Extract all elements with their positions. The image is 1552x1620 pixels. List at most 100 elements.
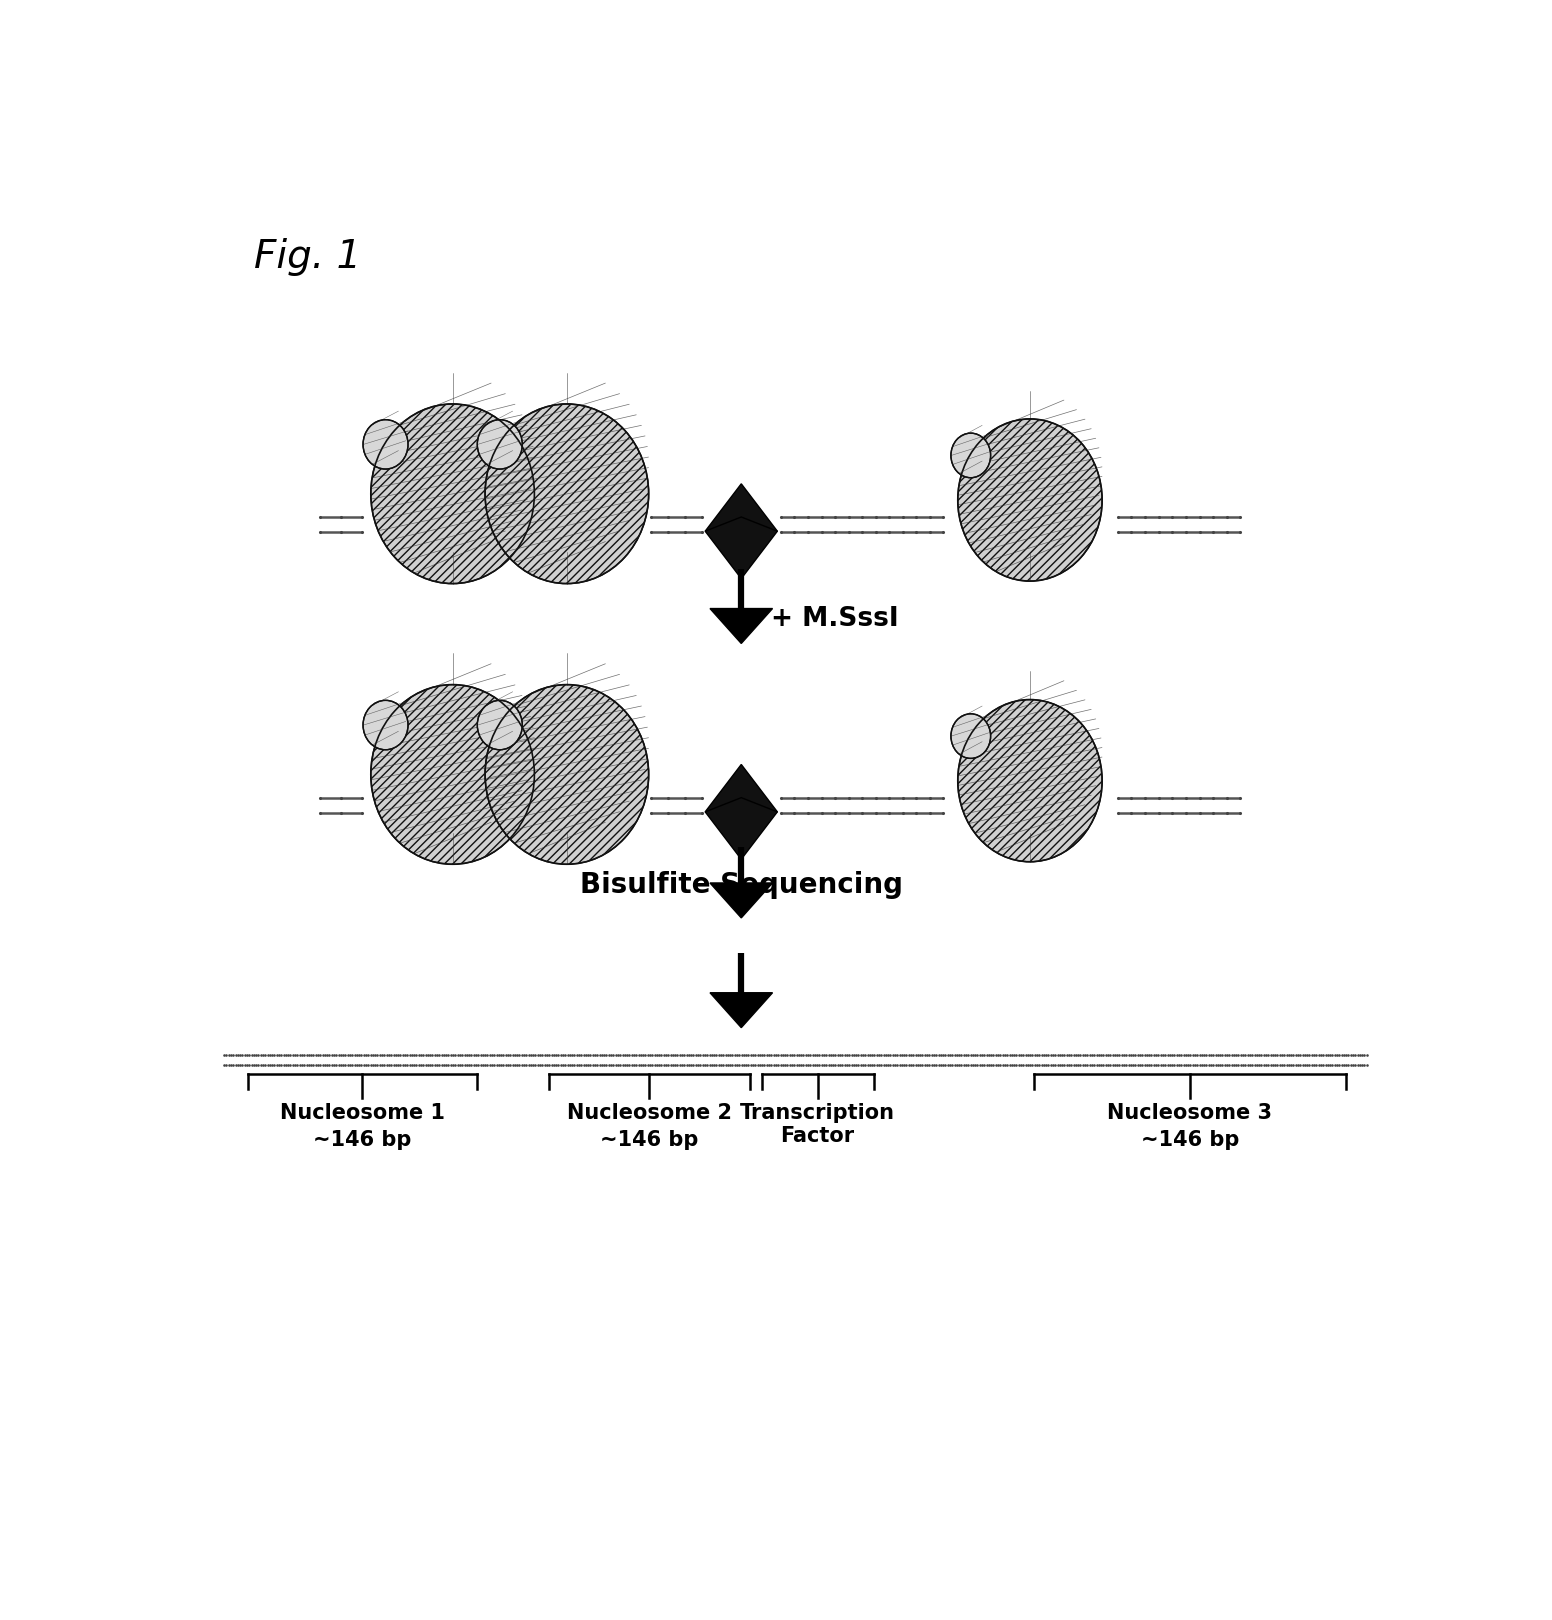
Point [782,786,807,812]
Point [1066,1042,1091,1068]
Point [1311,1042,1336,1068]
Point [379,1051,404,1077]
Point [1193,1051,1218,1077]
Point [900,1051,925,1077]
Point [1173,1042,1198,1068]
Point [1057,1051,1082,1077]
Point [355,1042,380,1068]
Point [1063,1051,1088,1077]
Point [548,1042,573,1068]
Point [390,1042,414,1068]
Point [422,1042,447,1068]
Point [1077,1042,1102,1068]
Point [393,1042,417,1068]
Point [967,1042,992,1068]
Point [1270,1051,1294,1077]
Point [1121,1051,1145,1077]
Point [411,1051,436,1077]
Point [431,1042,456,1068]
Point [757,1042,782,1068]
Point [796,786,821,812]
Point [1217,1051,1242,1077]
Point [490,1042,515,1068]
Point [1076,1042,1100,1068]
Point [1341,1051,1366,1077]
Point [917,786,942,812]
Point [688,1042,712,1068]
Ellipse shape [486,403,649,583]
Point [629,1042,653,1068]
Point [639,504,664,530]
Point [743,1042,768,1068]
Point [883,1042,908,1068]
Point [923,1051,948,1077]
Point [860,1051,885,1077]
Point [931,1051,956,1077]
Point [1214,504,1238,530]
Point [1304,1051,1329,1077]
Point [1144,1051,1169,1077]
Point [759,1051,784,1077]
Point [802,1051,827,1077]
Point [917,520,942,546]
Point [1207,1042,1232,1068]
Point [281,1042,306,1068]
Point [281,1051,306,1077]
Point [1162,1051,1187,1077]
Point [1226,1051,1251,1077]
Point [705,1051,729,1077]
Point [1024,1042,1049,1068]
Point [715,1042,740,1068]
Point [517,1051,542,1077]
Point [686,1051,711,1077]
Point [1082,1042,1107,1068]
Point [745,1051,770,1077]
Point [548,1051,573,1077]
Point [903,504,928,530]
Point [837,520,861,546]
Point [1187,1051,1212,1077]
Point [566,1042,591,1068]
Point [695,1042,720,1068]
Point [857,1051,882,1077]
Point [258,1051,282,1077]
Point [1116,1051,1141,1077]
Point [464,1051,489,1077]
Point [639,1042,664,1068]
Point [374,1051,399,1077]
Point [1133,786,1158,812]
Point [1327,1042,1352,1068]
Point [1049,1051,1074,1077]
Point [745,1042,770,1068]
Point [793,1051,818,1077]
Point [899,1051,923,1077]
Point [1173,1051,1198,1077]
Point [801,1051,826,1077]
Point [334,1051,359,1077]
Point [1313,1042,1338,1068]
Point [840,1042,864,1068]
Point [1086,1051,1111,1077]
Point [722,1051,747,1077]
Point [899,1042,923,1068]
Point [329,520,354,546]
Point [1332,1051,1356,1077]
Point [1135,1042,1159,1068]
Point [427,1051,452,1077]
Point [816,1042,841,1068]
Point [805,1042,830,1068]
Point [1256,1051,1280,1077]
Point [956,1051,981,1077]
Point [903,1042,928,1068]
Point [1299,1051,1324,1077]
Point [413,1042,438,1068]
Point [1020,1051,1044,1077]
Text: Nucleosome 3: Nucleosome 3 [1108,1103,1273,1123]
Point [832,1051,857,1077]
Point [913,1042,937,1068]
Point [233,1042,258,1068]
Point [486,1051,511,1077]
Point [321,1042,346,1068]
Point [1105,786,1130,812]
Point [498,1051,523,1077]
